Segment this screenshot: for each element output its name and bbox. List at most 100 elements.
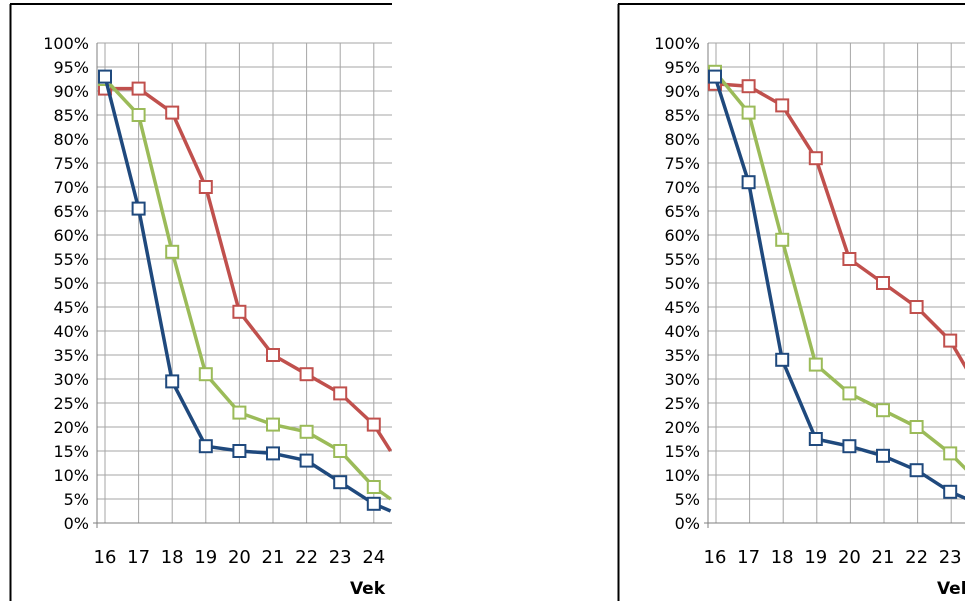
x-tick-label: 16: [94, 547, 117, 568]
y-tick-label: 70%: [664, 178, 700, 197]
series-2: [708, 69, 965, 501]
y-tick-labels: 0% 5% 10% 15% 20% 25% 30% 35% 40% 45% 50% 55% 60% 65%…: [43, 34, 89, 533]
y-tick-label: 45%: [664, 298, 700, 317]
data-point-marker: [266, 446, 280, 461]
data-point-marker: [366, 417, 381, 432]
x-tick-label: 18: [161, 547, 184, 568]
x-axis-title: Vek: [937, 579, 965, 599]
data-point-marker: [842, 439, 857, 454]
series-line: [103, 77, 392, 501]
line-chart-left: 0% 5% 10% 15% 20% 25% 30% 35% 40% 45% 50% 55% 60% 65%…: [9, 3, 392, 601]
y-tick-label: 30%: [664, 370, 700, 389]
x-tick-label: 24: [362, 547, 385, 568]
data-point-marker: [232, 444, 247, 458]
y-tick-label: 25%: [53, 394, 89, 413]
y-tick-label: 0%: [675, 514, 700, 533]
data-point-marker: [775, 232, 790, 247]
data-point-marker: [165, 105, 180, 120]
data-point-marker: [98, 69, 112, 84]
x-tick-labels: 16 17 18 19 20 21 22 23: [704, 547, 962, 568]
x-axis-title: Vek: [350, 579, 386, 599]
y-tick-label: 65%: [53, 202, 89, 221]
y-tick-label: 75%: [664, 154, 700, 173]
y-tick-label: 35%: [664, 346, 700, 365]
y-tick-label: 15%: [53, 442, 89, 461]
series-line: [713, 70, 965, 471]
data-point-marker: [708, 69, 722, 84]
chart-panel-right: 0% 5% 10% 15% 20% 25% 30% 35% 40% 45% 50% 55% 60% 65%…: [612, 0, 965, 601]
y-tick-label: 55%: [664, 250, 700, 269]
data-point-marker: [333, 475, 348, 490]
chart-panel-left: 0% 5% 10% 15% 20% 25% 30% 35% 40% 45% 50% 55% 60% 65%…: [0, 0, 392, 601]
y-tick-label: 85%: [53, 106, 89, 125]
data-point-marker: [775, 98, 790, 113]
gridlines: [93, 42, 392, 528]
y-tick-label: 55%: [53, 250, 89, 269]
y-tick-labels: 0% 5% 10% 15% 20% 25% 30% 35% 40% 45% 50% 55% 60% 65%…: [654, 34, 700, 533]
data-point-marker: [266, 348, 280, 362]
series-1: [98, 72, 392, 501]
data-point-marker: [808, 357, 823, 372]
x-tick-label: 19: [194, 547, 217, 568]
data-point-marker: [876, 276, 890, 290]
x-tick-label: 20: [838, 547, 861, 568]
data-point-marker: [808, 432, 823, 446]
x-tick-label: 19: [804, 547, 827, 568]
x-tick-label: 17: [737, 547, 760, 568]
y-tick-label: 95%: [664, 58, 700, 77]
y-tick-label: 15%: [664, 442, 700, 461]
y-tick-label: 20%: [53, 418, 89, 437]
data-point-marker: [876, 403, 890, 418]
data-point-marker: [842, 386, 857, 401]
y-tick-label: 45%: [53, 298, 89, 317]
data-point-marker: [232, 304, 247, 319]
y-tick-label: 50%: [664, 274, 700, 293]
y-tick-label: 80%: [664, 130, 700, 149]
data-point-marker: [741, 175, 756, 190]
x-tick-label: 22: [905, 547, 928, 568]
data-point-marker: [131, 108, 146, 122]
y-tick-label: 95%: [53, 58, 89, 77]
y-tick-label: 100%: [43, 34, 89, 53]
series-line: [105, 86, 392, 452]
x-tick-label: 23: [939, 547, 962, 568]
data-point-marker: [333, 444, 348, 458]
data-point-marker: [299, 453, 314, 468]
data-point-marker: [808, 151, 823, 166]
x-tick-label: 18: [771, 547, 794, 568]
data-point-marker: [909, 300, 924, 314]
data-point-marker: [333, 386, 348, 401]
line-chart-right: 0% 5% 10% 15% 20% 25% 30% 35% 40% 45% 50% 55% 60% 65%…: [617, 3, 965, 601]
y-tick-label: 65%: [664, 202, 700, 221]
data-point-marker: [943, 446, 958, 461]
series-line: [103, 76, 392, 513]
data-point-marker: [198, 180, 213, 194]
data-point-marker: [775, 352, 790, 367]
data-point-marker: [299, 424, 314, 439]
gridlines: [704, 42, 965, 528]
data-point-marker: [198, 367, 213, 382]
y-tick-label: 100%: [654, 34, 700, 53]
x-tick-label: 16: [704, 547, 727, 568]
data-point-marker: [943, 484, 958, 499]
y-tick-label: 5%: [64, 490, 89, 509]
y-tick-label: 35%: [53, 346, 89, 365]
x-tick-label: 22: [295, 547, 318, 568]
y-tick-label: 20%: [664, 418, 700, 437]
data-point-marker: [266, 417, 280, 432]
series-0: [98, 81, 392, 452]
x-tick-label: 21: [262, 547, 285, 568]
x-tick-label: 17: [127, 547, 150, 568]
series-1: [708, 64, 965, 471]
data-point-marker: [165, 244, 180, 259]
y-tick-label: 40%: [53, 322, 89, 341]
data-point-marker: [131, 81, 146, 96]
y-tick-label: 10%: [664, 466, 700, 485]
data-point-marker: [198, 439, 213, 454]
y-tick-label: 60%: [664, 226, 700, 245]
data-point-marker: [909, 420, 924, 434]
y-tick-label: 90%: [53, 82, 89, 101]
data-point-marker: [165, 374, 180, 389]
data-point-marker: [876, 448, 890, 463]
y-tick-label: 10%: [53, 466, 89, 485]
